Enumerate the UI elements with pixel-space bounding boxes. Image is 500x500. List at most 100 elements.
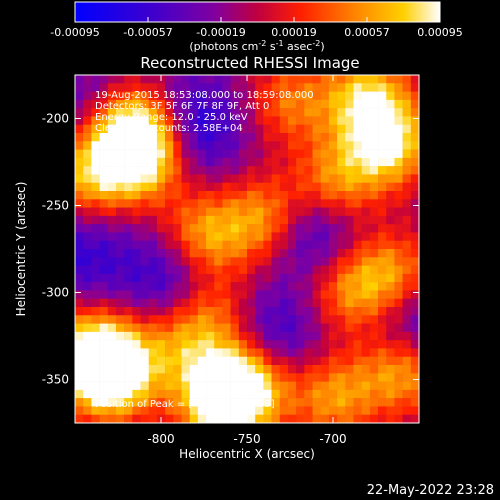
heatmap-cell	[124, 191, 133, 200]
heatmap-cell	[361, 315, 371, 324]
heatmap-cell	[263, 199, 272, 208]
heatmap-cell	[386, 191, 395, 200]
heatmap-cell	[394, 282, 403, 291]
heatmap-cell	[181, 240, 190, 250]
heatmap-cell	[238, 174, 248, 184]
heatmap-cell	[361, 307, 371, 316]
heatmap-cell	[279, 182, 289, 192]
heatmap-cell	[394, 133, 403, 142]
heatmap-cell	[247, 124, 256, 134]
heatmap-cell	[197, 232, 207, 242]
heatmap-cell	[214, 323, 223, 333]
heatmap-cell	[83, 174, 92, 184]
heatmap-cell	[132, 83, 141, 92]
heatmap-cell	[124, 133, 133, 142]
heatmap-cell	[320, 224, 330, 233]
heatmap-cell	[328, 199, 338, 208]
heatmap-cell	[361, 133, 371, 142]
heatmap-cell	[328, 265, 338, 275]
heatmap-cell	[189, 240, 199, 250]
heatmap-cell	[124, 257, 133, 266]
heatmap-cell	[353, 356, 362, 366]
heatmap-cell	[320, 389, 330, 399]
heatmap-cell	[230, 199, 240, 208]
heatmap-cell	[107, 414, 117, 424]
heatmap-cell	[394, 373, 403, 382]
heatmap-cell	[328, 249, 338, 258]
heatmap-cell	[181, 356, 190, 366]
heatmap-cell	[287, 99, 297, 109]
heatmap-cell	[181, 191, 190, 200]
heatmap-cell	[173, 381, 182, 391]
heatmap-cell	[296, 414, 305, 424]
heatmap-cell	[247, 108, 256, 117]
heatmap-cell	[75, 207, 84, 217]
heatmap-cell	[378, 265, 387, 275]
annotation-detectors: Detectors: 3F 5F 6F 7F 8F 9F, Att 0	[95, 101, 269, 112]
heatmap-cell	[197, 207, 207, 217]
heatmap-cell	[345, 99, 354, 109]
heatmap-cell	[230, 340, 240, 349]
heatmap-cell	[156, 315, 166, 324]
heatmap-cell	[124, 273, 133, 283]
heatmap-cell	[378, 199, 387, 208]
heatmap-cell	[222, 257, 231, 266]
heatmap-cell	[124, 91, 133, 101]
heatmap-cell	[361, 99, 371, 109]
heatmap-cell	[189, 91, 199, 101]
heatmap-cell	[107, 133, 117, 142]
heatmap-cell	[165, 348, 174, 358]
heatmap-cell	[75, 290, 84, 300]
heatmap-cell	[140, 232, 150, 242]
heatmap-cell	[328, 398, 338, 407]
heatmap-cell	[312, 414, 322, 424]
heatmap-cell	[132, 389, 141, 399]
heatmap-cell	[91, 75, 100, 84]
heatmap-cell	[287, 133, 297, 142]
heatmap-cell	[304, 141, 313, 150]
heatmap-cell	[238, 141, 248, 150]
heatmap-cell	[255, 323, 264, 333]
heatmap-cell	[353, 249, 362, 258]
heatmap-cell	[173, 215, 182, 225]
heatmap-cell	[247, 414, 256, 424]
heatmap-cell	[410, 207, 420, 217]
heatmap-cell	[83, 323, 92, 333]
heatmap-cell	[320, 232, 330, 242]
heatmap-cell	[287, 191, 297, 200]
heatmap-cell	[394, 83, 403, 92]
heatmap-cell	[148, 389, 158, 399]
heatmap-cell	[255, 215, 264, 225]
heatmap-cell	[386, 199, 395, 208]
heatmap-cell	[173, 414, 182, 424]
heatmap-cell	[378, 215, 387, 225]
heatmap-cell	[124, 99, 133, 109]
heatmap-cell	[394, 348, 403, 358]
heatmap-cell	[410, 389, 420, 399]
heatmap-cell	[345, 240, 354, 250]
heatmap-cell	[271, 157, 281, 167]
heatmap-cell	[115, 75, 125, 84]
heatmap-cell	[255, 166, 264, 175]
heatmap-cell	[353, 199, 362, 208]
heatmap-cell	[304, 99, 313, 109]
heatmap-cell	[361, 265, 371, 275]
heatmap-cell	[156, 232, 166, 242]
heatmap-cell	[378, 273, 387, 283]
heatmap-cell	[320, 273, 330, 283]
heatmap-cell	[361, 282, 371, 291]
heatmap-cell	[394, 290, 403, 300]
heatmap-cell	[247, 182, 256, 192]
heatmap-cell	[99, 298, 109, 308]
heatmap-cell	[148, 340, 158, 349]
heatmap-cell	[369, 348, 379, 358]
heatmap-cell	[263, 240, 272, 250]
heatmap-cell	[361, 166, 371, 175]
heatmap-cell	[296, 340, 305, 349]
heatmap-cell	[115, 224, 125, 233]
heatmap-cell	[107, 257, 117, 266]
heatmap-cell	[99, 124, 109, 134]
heatmap-cell	[214, 406, 223, 416]
heatmap-cell	[124, 406, 133, 416]
heatmap-cell	[369, 174, 379, 184]
